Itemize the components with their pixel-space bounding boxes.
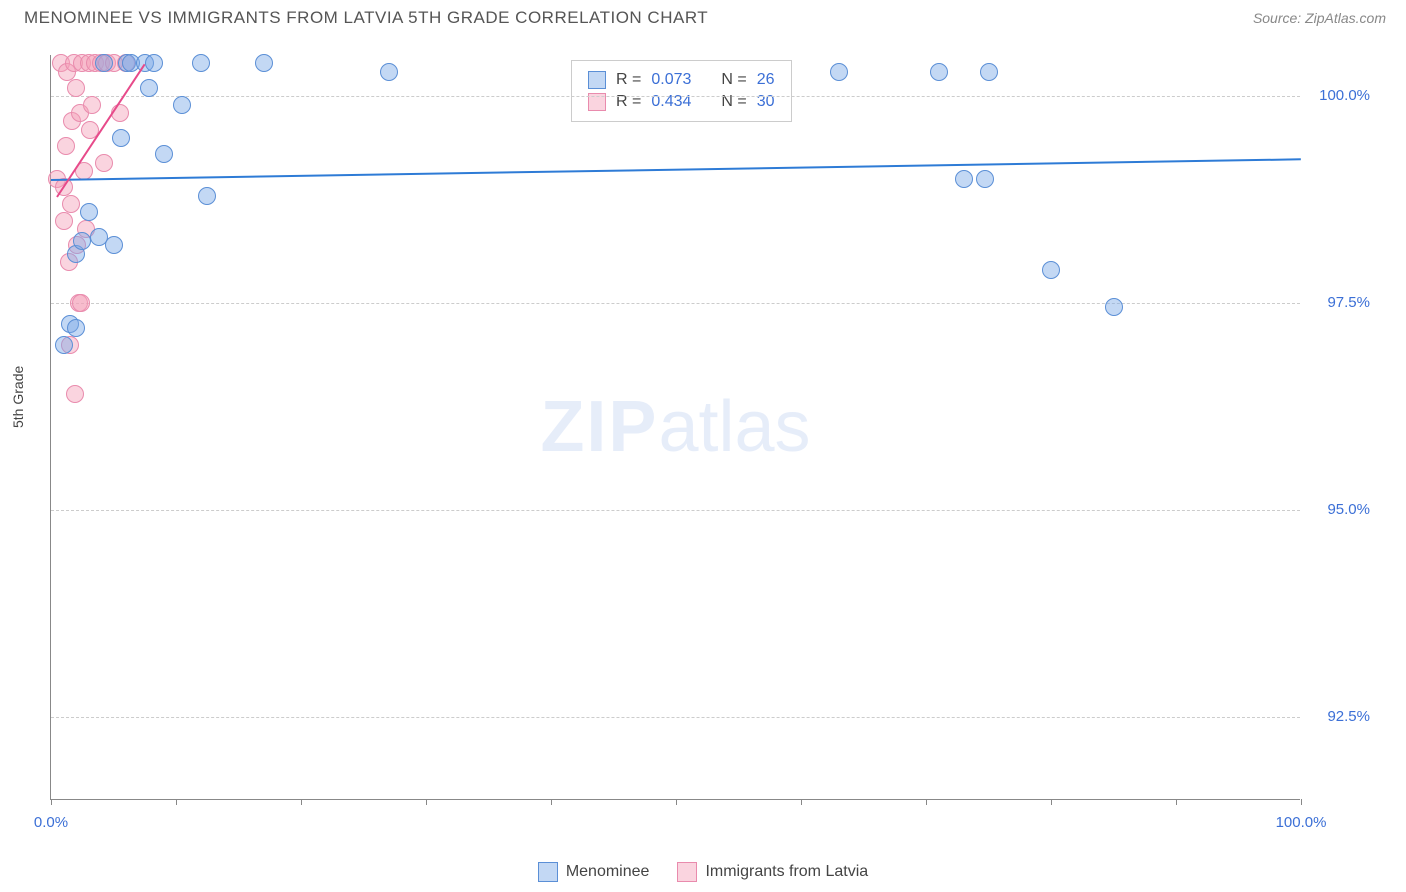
data-point-blue <box>80 203 98 221</box>
data-point-blue <box>192 54 210 72</box>
trendline-blue <box>51 158 1301 181</box>
data-point-blue <box>140 79 158 97</box>
x-tick <box>426 799 427 805</box>
data-point-blue <box>980 63 998 81</box>
data-point-blue <box>976 170 994 188</box>
y-tick-label: 92.5% <box>1327 708 1370 725</box>
data-point-blue <box>145 54 163 72</box>
data-point-blue <box>67 319 85 337</box>
y-tick-label: 95.0% <box>1327 501 1370 518</box>
legend-item-pink: Immigrants from Latvia <box>677 862 868 882</box>
data-point-blue <box>930 63 948 81</box>
data-point-blue <box>95 54 113 72</box>
gridline <box>51 510 1300 511</box>
x-tick <box>301 799 302 805</box>
y-tick-label: 97.5% <box>1327 294 1370 311</box>
data-point-pink <box>57 137 75 155</box>
x-tick <box>1301 799 1302 805</box>
x-tick-label: 0.0% <box>34 814 68 831</box>
gridline <box>51 717 1300 718</box>
data-point-blue <box>1105 298 1123 316</box>
x-tick <box>176 799 177 805</box>
y-axis-label: 5th Grade <box>10 366 26 428</box>
y-tick-label: 100.0% <box>1319 87 1370 104</box>
data-point-pink <box>72 294 90 312</box>
source-text: Source: ZipAtlas.com <box>1253 10 1386 26</box>
data-point-blue <box>55 336 73 354</box>
data-point-blue <box>830 63 848 81</box>
bottom-legend: Menominee Immigrants from Latvia <box>0 862 1406 882</box>
data-point-pink <box>95 154 113 172</box>
x-tick-label: 100.0% <box>1276 814 1327 831</box>
data-point-blue <box>105 236 123 254</box>
data-point-pink <box>62 195 80 213</box>
chart-area: ZIPatlas R = 0.073 N = 26 R = 0.434 N = … <box>50 55 1300 800</box>
gridline <box>51 96 1300 97</box>
data-point-blue <box>112 129 130 147</box>
data-point-blue <box>173 96 191 114</box>
data-point-pink <box>67 79 85 97</box>
x-tick <box>51 799 52 805</box>
x-tick <box>801 799 802 805</box>
data-point-blue <box>198 187 216 205</box>
legend-item-blue: Menominee <box>538 862 650 882</box>
stat-row-blue: R = 0.073 N = 26 <box>588 69 775 91</box>
data-point-blue <box>380 63 398 81</box>
x-tick <box>926 799 927 805</box>
x-tick <box>1051 799 1052 805</box>
data-point-pink <box>83 96 101 114</box>
x-tick <box>676 799 677 805</box>
x-tick <box>551 799 552 805</box>
data-point-pink <box>55 212 73 230</box>
data-point-blue <box>955 170 973 188</box>
data-point-blue <box>155 145 173 163</box>
stat-row-pink: R = 0.434 N = 30 <box>588 91 775 113</box>
x-tick <box>1176 799 1177 805</box>
page-title: MENOMINEE VS IMMIGRANTS FROM LATVIA 5TH … <box>24 8 708 28</box>
data-point-pink <box>66 385 84 403</box>
watermark: ZIPatlas <box>540 386 810 468</box>
data-point-blue <box>255 54 273 72</box>
data-point-blue <box>73 232 91 250</box>
stats-legend: R = 0.073 N = 26 R = 0.434 N = 30 <box>571 60 792 122</box>
data-point-blue <box>1042 261 1060 279</box>
